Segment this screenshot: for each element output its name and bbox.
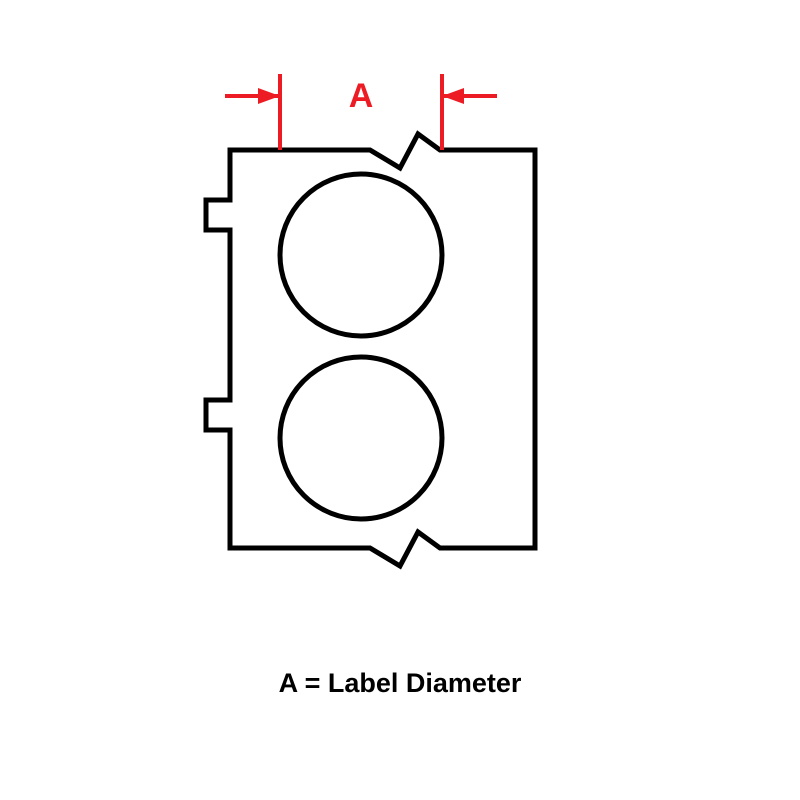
- caption-text: A = Label Diameter: [0, 668, 800, 699]
- dimension-arrow-left-head: [258, 88, 280, 104]
- label-circle-1: [280, 174, 442, 336]
- label-carrier-outline: [206, 134, 535, 566]
- label-circle-2: [280, 357, 442, 519]
- dimension-label: A: [349, 77, 374, 115]
- dimension-arrow-right-head: [442, 88, 464, 104]
- diagram-container: A A = Label Diameter: [0, 0, 800, 800]
